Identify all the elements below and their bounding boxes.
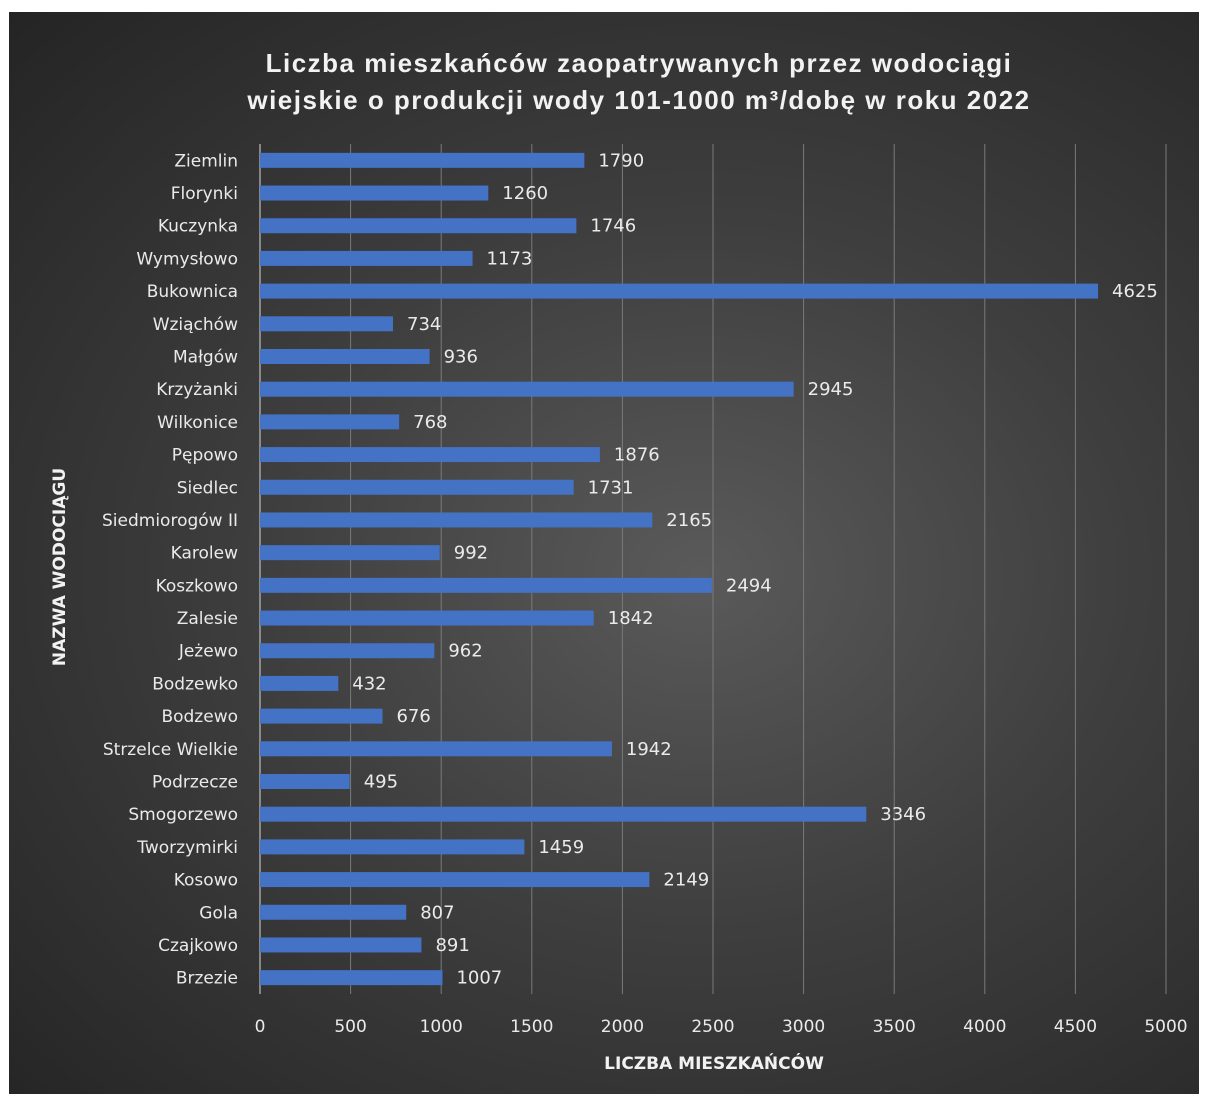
x-tick-label: 1500: [510, 1017, 553, 1037]
bar: [260, 610, 594, 626]
bar: [260, 970, 443, 986]
x-tick-label: 2000: [601, 1017, 644, 1037]
data-label: 936: [444, 347, 478, 368]
data-label: 4625: [1112, 281, 1158, 302]
gridlines: [259, 144, 1167, 994]
category-label: Gola: [199, 903, 238, 923]
category-label: Ziemlin: [174, 151, 238, 171]
x-tick-label: 3500: [873, 1017, 916, 1037]
data-label: 768: [413, 412, 447, 433]
category-label: Tworzymirki: [136, 838, 238, 858]
data-label: 1173: [487, 248, 533, 269]
bar: [260, 316, 394, 332]
bar: [260, 806, 867, 822]
bar: [260, 250, 473, 266]
bar: [260, 414, 400, 430]
category-label: Zalesie: [177, 609, 238, 629]
category-label: Koszkowo: [156, 576, 238, 596]
data-label: 962: [448, 641, 482, 662]
data-label: 432: [352, 673, 386, 694]
category-label: Bukownica: [147, 282, 238, 302]
data-label: 2494: [726, 575, 772, 596]
bar: [260, 741, 612, 757]
category-label: Wziąchów: [153, 315, 238, 335]
x-tick-label: 500: [334, 1017, 366, 1037]
bar: [260, 675, 339, 691]
category-label: Kuczynka: [158, 217, 238, 237]
data-label: 1746: [590, 216, 636, 237]
bar: [260, 152, 585, 168]
bar: [260, 185, 489, 201]
bar: [260, 218, 577, 234]
data-label: 734: [407, 314, 441, 335]
data-label: 2165: [666, 510, 712, 531]
x-tick-label: 3000: [782, 1017, 825, 1037]
bar: [260, 349, 430, 364]
bar: [260, 872, 650, 888]
category-label: Krzyżanki: [156, 380, 238, 400]
bar: [260, 381, 794, 397]
data-label: 676: [396, 706, 430, 727]
bar-chart: Liczba mieszkańców zaopatrywanych przez …: [50, 48, 1188, 1074]
bar: [260, 643, 435, 659]
bar: [260, 577, 712, 593]
chart-title-line-1: Liczba mieszkańców zaopatrywanych przez …: [266, 48, 1013, 78]
data-label: 3346: [880, 804, 926, 825]
category-label: Karolew: [171, 544, 238, 564]
bar: [260, 447, 600, 463]
x-tick-label: 4000: [963, 1017, 1006, 1037]
chart-title-line-2: wiejskie o produkcji wody 101-1000 m³/do…: [246, 85, 1030, 115]
data-label: 1942: [626, 739, 672, 760]
category-label: Małgów: [173, 348, 238, 368]
bar: [260, 545, 440, 561]
bar: [260, 283, 1099, 299]
category-label: Czajkowo: [158, 936, 238, 956]
bar: [260, 708, 383, 724]
bar: [260, 479, 574, 495]
x-tick-labels: 0 500 1000 1500 2000 2500 3000 3500 4000 4500 5000: [255, 1017, 1188, 1037]
category-label: Siedlec: [177, 478, 238, 498]
category-label: Podrzecze: [152, 773, 238, 793]
bar: [260, 937, 422, 953]
bar: [260, 904, 407, 920]
chart-area: Liczba mieszkańców zaopatrywanych przez …: [9, 12, 1199, 1094]
category-label: Bodzewko: [152, 674, 238, 694]
x-axis-title: LICZBA MIESZKAŃCÓW: [604, 1052, 824, 1074]
category-label: Bodzewo: [161, 707, 238, 727]
data-label: 2945: [808, 379, 854, 400]
x-tick-label: 0: [255, 1017, 266, 1037]
category-label: Jeżewo: [178, 642, 238, 662]
x-tick-label: 5000: [1144, 1017, 1187, 1037]
data-label: 1790: [598, 150, 644, 171]
category-label: Strzelce Wielkie: [103, 740, 238, 760]
category-label: Wymysłowo: [136, 249, 238, 269]
category-label: Wilkonice: [157, 413, 238, 433]
category-label: Siedmiorogów II: [102, 511, 238, 531]
data-label: 1876: [614, 445, 660, 466]
data-label: 807: [420, 902, 454, 923]
category-label: Brzezie: [176, 969, 238, 989]
bar: [260, 839, 525, 855]
data-label: 891: [435, 935, 469, 956]
data-label: 992: [454, 543, 488, 564]
data-label: 495: [364, 772, 398, 793]
bar: [260, 774, 350, 789]
data-label: 1007: [456, 968, 502, 989]
category-label: Smogorzewo: [128, 805, 238, 825]
category-label: Kosowo: [174, 871, 238, 891]
y-axis-title: NAZWA WODOCIĄGU: [50, 468, 70, 666]
data-label: 2149: [663, 870, 709, 891]
x-tick-label: 4500: [1054, 1017, 1097, 1037]
x-tick-label: 1000: [420, 1017, 463, 1037]
x-tick-label: 2500: [691, 1017, 734, 1037]
bar: [260, 512, 653, 528]
data-label: 1731: [588, 477, 634, 498]
category-labels: Ziemlin Florynki Kuczynka Wymysłowo Bukownic…: [102, 151, 238, 988]
data-label: 1260: [502, 183, 548, 204]
data-label: 1459: [538, 837, 584, 858]
category-label: Pępowo: [172, 446, 238, 466]
category-label: Florynki: [171, 184, 238, 204]
data-label: 1842: [608, 608, 654, 629]
